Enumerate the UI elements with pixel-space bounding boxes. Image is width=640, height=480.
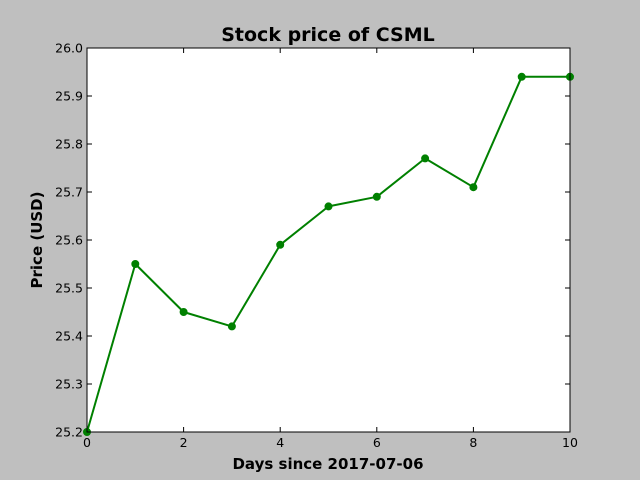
plot-area <box>87 48 570 432</box>
y-tick-label: 25.5 <box>55 281 83 296</box>
data-point <box>276 240 285 249</box>
data-point <box>227 322 236 331</box>
data-point <box>372 192 381 201</box>
x-tick-label: 2 <box>180 435 188 450</box>
y-axis-label: Price (USD) <box>28 192 46 289</box>
x-tick-label: 4 <box>276 435 284 450</box>
y-tick-label: 25.6 <box>55 233 83 248</box>
data-point <box>131 260 140 268</box>
series-layer <box>83 72 574 436</box>
data-point <box>421 154 430 163</box>
ticks-layer: 0 2 4 6 8 10 25.2 25.3 25.4 25.5 25.6 25.7 25.8 25.9 2… <box>55 41 578 451</box>
x-tick-label: 6 <box>373 435 381 450</box>
data-point <box>324 202 333 211</box>
y-tick-label: 25.3 <box>55 377 83 392</box>
y-tick-label: 25.8 <box>55 137 83 152</box>
chart-title: Stock price of CSML <box>221 24 435 46</box>
y-tick-label: 25.2 <box>55 425 83 440</box>
x-tick-label: 0 <box>83 435 91 450</box>
x-tick-label: 8 <box>469 435 477 450</box>
data-point <box>517 72 526 81</box>
data-point <box>469 183 478 192</box>
y-tick-label: 26.0 <box>55 41 83 56</box>
y-tick-label: 25.4 <box>55 329 83 344</box>
x-axis-label: Days since 2017-07-06 <box>232 455 423 473</box>
y-tick-label: 25.7 <box>55 185 83 200</box>
data-point <box>179 308 188 316</box>
x-tick-label: 10 <box>562 435 578 450</box>
y-tick-label: 25.9 <box>55 89 83 104</box>
